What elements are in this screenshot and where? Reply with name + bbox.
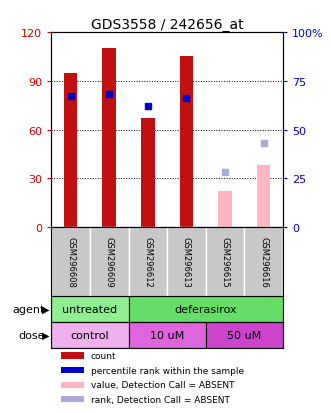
Bar [51, 323, 128, 349]
Text: value, Detection Call = ABSENT: value, Detection Call = ABSENT [91, 380, 234, 389]
Bar [51, 297, 128, 323]
Text: 10 uM: 10 uM [150, 330, 184, 340]
Text: GSM296609: GSM296609 [105, 237, 114, 287]
Text: GSM296613: GSM296613 [182, 237, 191, 287]
Bar [51, 228, 90, 297]
Bar [128, 323, 206, 349]
Bar [90, 228, 128, 297]
Bar [61, 396, 84, 402]
Text: GSM296612: GSM296612 [143, 237, 152, 287]
Text: count: count [91, 351, 116, 360]
Bar [180, 57, 193, 228]
Bar [64, 74, 77, 228]
Bar [244, 228, 283, 297]
Text: control: control [71, 330, 109, 340]
Bar [61, 367, 84, 373]
Text: rank, Detection Call = ABSENT: rank, Detection Call = ABSENT [91, 395, 230, 404]
Text: ▶: ▶ [42, 304, 50, 315]
Text: percentile rank within the sample: percentile rank within the sample [91, 366, 244, 375]
Bar [128, 297, 283, 323]
Text: deferasirox: deferasirox [174, 304, 237, 315]
Bar [103, 49, 116, 228]
Bar [257, 166, 270, 228]
Bar [218, 192, 232, 228]
Text: dose: dose [18, 330, 45, 340]
Bar [141, 119, 155, 228]
Text: GSM296615: GSM296615 [220, 237, 230, 287]
Text: ▶: ▶ [42, 330, 50, 340]
Text: GSM296616: GSM296616 [259, 237, 268, 287]
Bar [61, 382, 84, 388]
Text: untreated: untreated [62, 304, 118, 315]
Bar [206, 323, 283, 349]
Bar [167, 228, 206, 297]
Title: GDS3558 / 242656_at: GDS3558 / 242656_at [91, 18, 244, 32]
Bar [61, 353, 84, 358]
Text: agent: agent [12, 304, 45, 315]
Text: 50 uM: 50 uM [227, 330, 261, 340]
Text: GSM296608: GSM296608 [66, 237, 75, 287]
Bar [206, 228, 244, 297]
Bar [128, 228, 167, 297]
